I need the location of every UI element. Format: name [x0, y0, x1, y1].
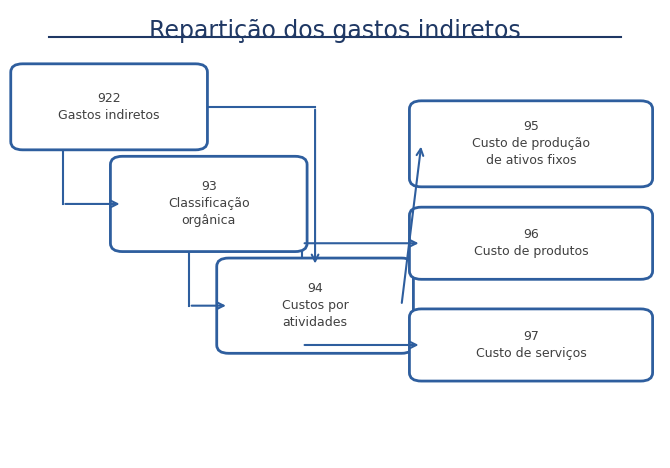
- FancyBboxPatch shape: [409, 309, 653, 381]
- Text: Repartição dos gastos indiretos: Repartição dos gastos indiretos: [149, 19, 521, 43]
- Text: 96
Custo de produtos: 96 Custo de produtos: [474, 228, 588, 258]
- FancyBboxPatch shape: [111, 156, 307, 252]
- FancyBboxPatch shape: [11, 64, 208, 150]
- FancyBboxPatch shape: [409, 207, 653, 279]
- Text: 93
Classificação
orgânica: 93 Classificação orgânica: [168, 181, 249, 227]
- Text: 97
Custo de serviços: 97 Custo de serviços: [476, 330, 586, 360]
- FancyBboxPatch shape: [409, 101, 653, 187]
- Text: 922
Gastos indiretos: 922 Gastos indiretos: [58, 92, 160, 122]
- Text: 95
Custo de produção
de ativos fixos: 95 Custo de produção de ativos fixos: [472, 120, 590, 168]
- FancyBboxPatch shape: [216, 258, 413, 353]
- Text: 94
Custos por
atividades: 94 Custos por atividades: [281, 282, 348, 329]
